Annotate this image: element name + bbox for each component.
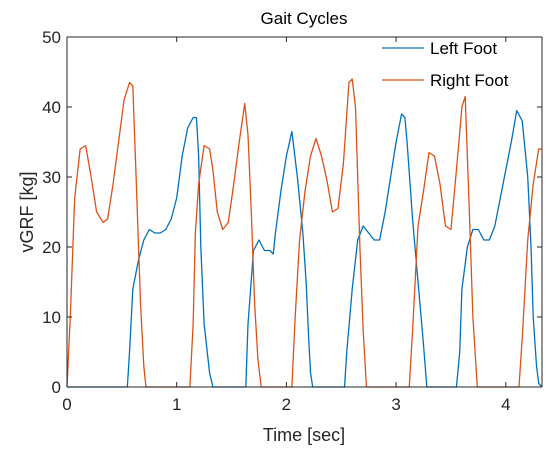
axes-layer: [66, 36, 543, 388]
chart-title: Gait Cycles: [261, 9, 348, 28]
x-tick-label-4: 4: [501, 395, 510, 414]
series-line-right-foot: [66, 78, 542, 388]
y-tick-label-20: 20: [42, 238, 61, 257]
y-tick-label-50: 50: [42, 28, 61, 47]
x-tick-label-2: 2: [282, 395, 291, 414]
y-tick-label-0: 0: [52, 378, 61, 397]
y-axis-label: vGRF [kg]: [17, 171, 37, 252]
y-tick-label-40: 40: [42, 98, 61, 117]
x-tick-label-3: 3: [391, 395, 400, 414]
x-tick-label-0: 0: [62, 395, 71, 414]
y-tick-label-10: 10: [42, 308, 61, 327]
x-axis-label: Time [sec]: [263, 425, 345, 445]
x-tick-label-1: 1: [172, 395, 181, 414]
legend-label-right-foot: Right Foot: [430, 71, 509, 90]
plot-area: [67, 37, 542, 387]
legend: Left Foot Right Foot: [382, 39, 509, 90]
y-tick-label-30: 30: [42, 168, 61, 187]
legend-label-left-foot: Left Foot: [430, 39, 497, 58]
